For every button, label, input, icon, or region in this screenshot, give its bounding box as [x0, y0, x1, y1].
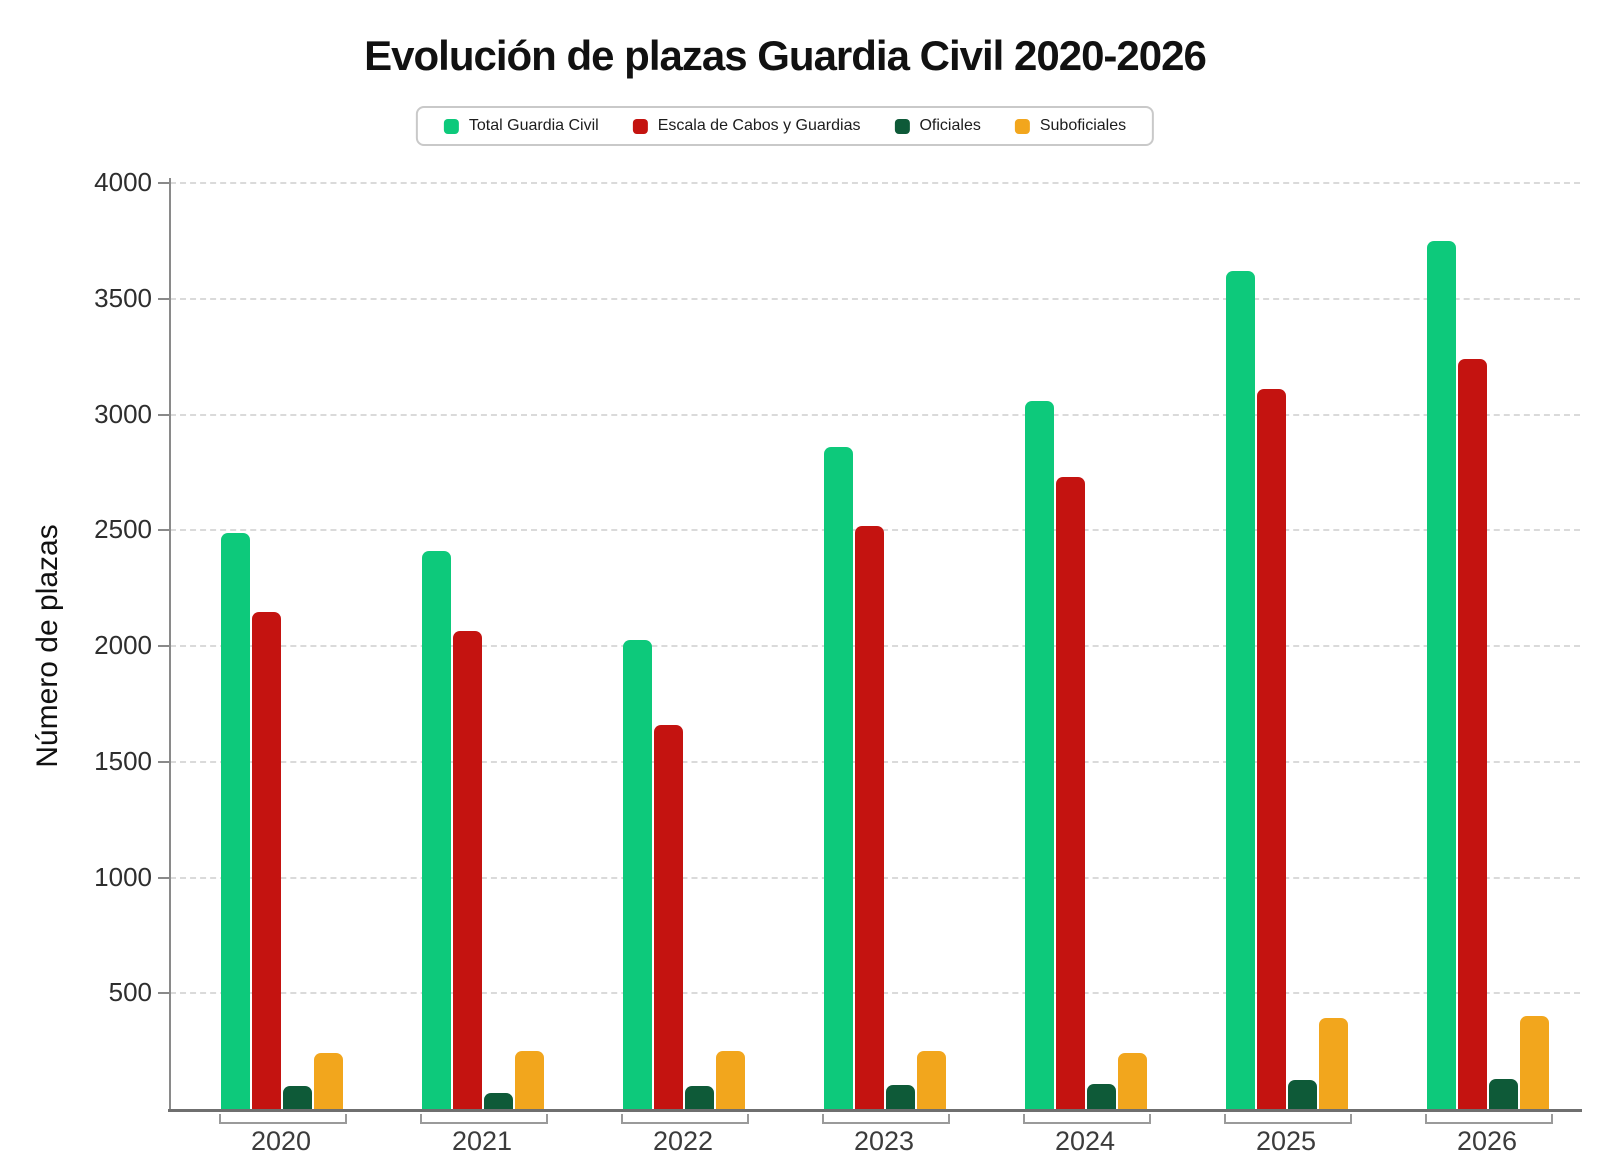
bar-escala-de-cabos-y-guardias-2024	[1055, 477, 1085, 1109]
legend-item-oficiales: Oficiales	[894, 117, 981, 135]
bar-suboficiales-2023	[916, 1051, 946, 1109]
bar-oficiales-2021	[483, 1092, 513, 1109]
bar-oficiales-2024	[1086, 1083, 1116, 1109]
y-tick-label: 2500	[94, 514, 152, 545]
gridline	[170, 297, 1580, 300]
x-group-bracket	[1023, 1114, 1151, 1124]
escala-de-cabos-y-guardias-legend-marker-icon	[632, 118, 648, 134]
legend-label: Total Guardia Civil	[468, 117, 599, 134]
legend-item-suboficiales: Suboficiales	[1014, 117, 1127, 135]
bar-total-guardia-civil-2024	[1024, 400, 1054, 1109]
bar-oficiales-2025	[1287, 1080, 1317, 1109]
bar-suboficiales-2026	[1519, 1016, 1549, 1109]
x-category-label: 2023	[853, 1126, 915, 1156]
y-axis-tick	[158, 876, 170, 879]
y-tick-label: 500	[108, 977, 152, 1008]
bar-oficiales-2026	[1488, 1078, 1518, 1109]
total-guardia-civil-legend-marker-icon	[443, 118, 459, 134]
bar-total-guardia-civil-2023	[823, 446, 853, 1109]
bar-escala-de-cabos-y-guardias-2020	[251, 612, 281, 1109]
legend-label: Oficiales	[919, 117, 981, 134]
legend-item-total-guardia-civil: Total Guardia Civil	[443, 117, 599, 135]
x-axis-line	[168, 1109, 1582, 1112]
legend-item-escala-de-cabos-y-guardias: Escala de Cabos y Guardias	[632, 117, 861, 135]
x-group-bracket	[420, 1114, 548, 1124]
suboficiales-legend-marker-icon	[1014, 118, 1030, 134]
bar-oficiales-2023	[885, 1084, 915, 1109]
bar-total-guardia-civil-2025	[1225, 270, 1255, 1109]
y-axis-tick	[158, 992, 170, 995]
y-axis-tick	[158, 529, 170, 532]
bar-suboficiales-2020	[313, 1053, 343, 1109]
bar-suboficiales-2022	[715, 1051, 745, 1109]
y-tick-label: 4000	[94, 167, 152, 197]
y-tick-label: 1500	[94, 745, 152, 776]
y-axis-tick	[158, 297, 170, 300]
y-tick-label: 3000	[94, 398, 152, 429]
gridline	[170, 413, 1580, 416]
bar-suboficiales-2025	[1318, 1017, 1348, 1109]
x-category-label: 2025	[1255, 1126, 1317, 1156]
bar-suboficiales-2024	[1117, 1053, 1147, 1109]
x-category-label: 2024	[1054, 1126, 1116, 1156]
gridline	[170, 182, 1580, 184]
bar-escala-de-cabos-y-guardias-2022	[653, 724, 683, 1109]
x-group-bracket	[1224, 1114, 1352, 1124]
x-category-label: 2020	[250, 1126, 312, 1156]
y-axis-tick	[158, 413, 170, 416]
legend-label: Escala de Cabos y Guardias	[657, 117, 861, 134]
bar-oficiales-2020	[282, 1085, 312, 1109]
bar-escala-de-cabos-y-guardias-2025	[1256, 389, 1286, 1109]
bar-escala-de-cabos-y-guardias-2026	[1457, 358, 1487, 1109]
bar-suboficiales-2021	[514, 1051, 544, 1109]
y-tick-label: 2000	[94, 630, 152, 660]
y-tick-label: 3500	[94, 282, 152, 313]
bar-escala-de-cabos-y-guardias-2021	[452, 630, 482, 1109]
y-axis-line	[169, 178, 171, 1111]
oficiales-legend-marker-icon	[894, 118, 910, 134]
bar-total-guardia-civil-2021	[421, 551, 451, 1109]
bar-total-guardia-civil-2022	[622, 640, 652, 1109]
y-axis-tick	[158, 182, 170, 184]
x-category-label: 2022	[652, 1126, 714, 1156]
bar-total-guardia-civil-2020	[220, 532, 250, 1109]
legend-label: Suboficiales	[1039, 117, 1127, 134]
x-group-bracket	[1425, 1114, 1553, 1124]
y-axis-tick	[158, 760, 170, 763]
y-axis-tick	[158, 645, 170, 647]
x-category-label: 2021	[451, 1126, 513, 1156]
x-group-bracket	[219, 1114, 347, 1124]
bar-escala-de-cabos-y-guardias-2023	[854, 525, 884, 1109]
y-tick-label: 1000	[94, 861, 152, 892]
bar-oficiales-2022	[684, 1085, 714, 1109]
bar-total-guardia-civil-2026	[1426, 240, 1456, 1109]
y-axis-title: Número de plazas	[31, 524, 64, 768]
x-category-label: 2026	[1456, 1126, 1518, 1156]
legend: Total Guardia Civil Escala de Cabos y Gua…	[415, 106, 1155, 146]
chart-title: Evolución de plazas Guardia Civil 2020-2…	[364, 32, 1207, 79]
x-group-bracket	[822, 1114, 950, 1124]
x-group-bracket	[621, 1114, 749, 1124]
